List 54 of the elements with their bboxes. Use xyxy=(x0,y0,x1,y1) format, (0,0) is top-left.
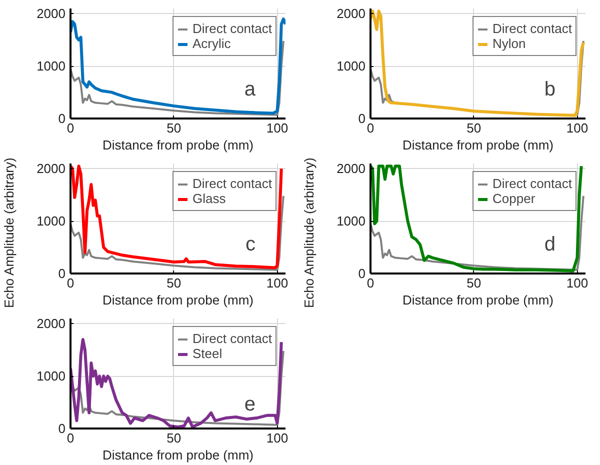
legend-label: Direct contact xyxy=(192,331,272,346)
x-axis-title: Distance from probe (mm) xyxy=(102,292,254,308)
legend-label: Glass xyxy=(192,191,226,206)
y-tick-label: 0 xyxy=(358,266,366,281)
annotation: e xyxy=(244,394,256,416)
annotation: b xyxy=(544,78,556,100)
x-tick-label: 50 xyxy=(166,276,182,290)
y-tick-label: 1000 xyxy=(36,368,66,384)
y-axis-title: Echo Amplitude (arbitrary) xyxy=(300,157,318,308)
y-tick-label: 2000 xyxy=(336,6,366,22)
y-tick-label: 0 xyxy=(58,266,66,281)
x-tick-label: 50 xyxy=(166,120,182,136)
x-axis-title: Distance from probe (mm) xyxy=(402,138,554,152)
line-series xyxy=(370,194,584,271)
legend-label: Nylon xyxy=(492,36,526,51)
x-tick-label: 50 xyxy=(466,276,482,290)
legend-label: Steel xyxy=(192,346,222,361)
x-tick-label: 100 xyxy=(566,276,588,290)
y-tick-label: 2000 xyxy=(36,316,66,332)
annotation: c xyxy=(246,234,256,256)
y-tick-label: 0 xyxy=(358,111,366,126)
x-axis-title: Distance from probe (mm) xyxy=(402,292,554,308)
y-tick-label: 1000 xyxy=(336,58,366,74)
y-tick-label: 1000 xyxy=(36,58,66,74)
x-tick-label: 50 xyxy=(166,430,182,446)
x-tick-label: 100 xyxy=(566,120,588,136)
y-tick-label: 2000 xyxy=(36,161,66,176)
annotation: d xyxy=(544,234,556,256)
y-tick-label: 0 xyxy=(58,421,66,436)
x-axis-title: Distance from probe (mm) xyxy=(102,138,254,152)
x-tick-label: 100 xyxy=(266,276,288,290)
line-series xyxy=(70,164,283,270)
annotation: a xyxy=(244,78,256,100)
x-tick-label: 50 xyxy=(466,120,482,136)
legend-label: Direct contact xyxy=(492,176,572,191)
legend-label: Copper xyxy=(492,191,536,206)
y-tick-label: 2000 xyxy=(336,161,366,176)
x-tick-label: 100 xyxy=(266,430,288,446)
line-series xyxy=(370,164,583,272)
y-tick-label: 1000 xyxy=(36,214,66,229)
x-axis-title: Distance from probe (mm) xyxy=(102,448,254,462)
line-series xyxy=(70,17,286,115)
x-tick-label: 100 xyxy=(266,120,288,136)
line-series xyxy=(70,40,284,116)
legend-label: Direct contact xyxy=(492,21,572,36)
legend-label: Acrylic xyxy=(192,36,231,51)
y-tick-label: 1000 xyxy=(336,214,366,229)
y-tick-label: 2000 xyxy=(36,6,66,22)
y-tick-label: 0 xyxy=(58,111,66,126)
y-axis-title: Echo Amplitude (arbitrary) xyxy=(0,157,18,308)
legend-label: Direct contact xyxy=(192,21,272,36)
line-series xyxy=(370,10,585,117)
legend-label: Direct contact xyxy=(192,176,272,191)
line-series xyxy=(70,194,284,271)
